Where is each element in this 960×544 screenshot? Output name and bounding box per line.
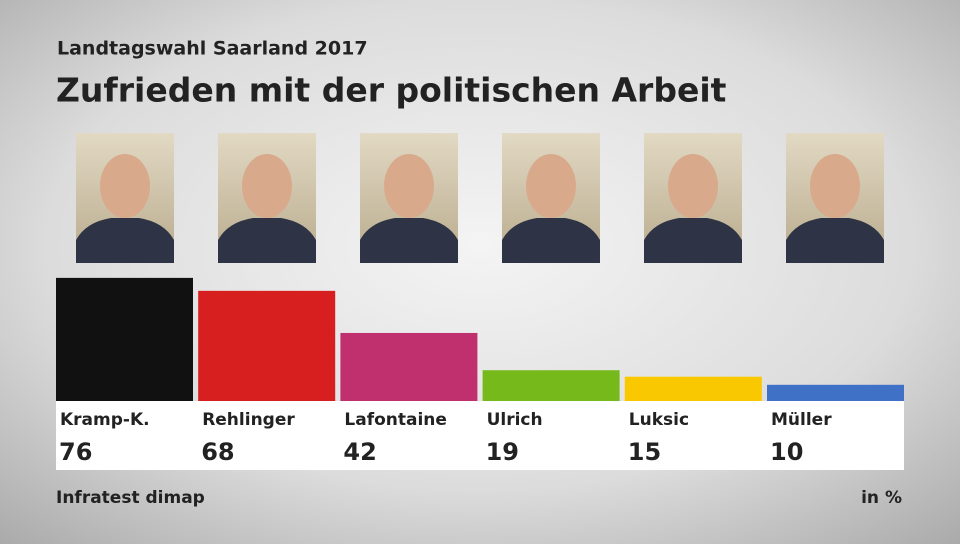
portrait-body [502,218,600,263]
portrait [502,133,600,263]
portrait-body [218,218,316,263]
bar [624,376,762,401]
category-label: Müller [771,410,832,430]
portrait-head [668,154,718,218]
value-label: 76 [59,438,92,466]
source: Infratest dimap [56,488,205,508]
bar [56,277,193,401]
value-label: 10 [770,438,803,466]
bar [482,370,620,401]
portrait-body [76,218,174,263]
category-label: Kramp-K. [60,410,150,430]
portrait [644,133,742,263]
portrait [76,133,174,263]
portrait-head [100,154,150,218]
portrait-body [360,218,458,263]
portrait-body [786,218,884,263]
value-label: 42 [343,438,376,466]
chart-title: Zufrieden mit der politischen Arbeit [56,71,727,110]
category-label: Lafontaine [344,410,447,430]
portrait-head [526,154,576,218]
category-label: Luksic [629,410,689,430]
portrait-head [242,154,292,218]
category-label: Rehlinger [202,410,295,430]
chart-subtitle: Landtagswahl Saarland 2017 [57,38,368,60]
label-panel [56,401,904,470]
portrait-body [644,218,742,263]
bar [340,332,478,401]
portrait [360,133,458,263]
portrait [786,133,884,263]
portraits [76,133,884,263]
portrait-head [384,154,434,218]
value-label: 15 [628,438,661,466]
value-label: 68 [201,438,234,466]
bar [198,290,336,401]
unit: in % [861,488,902,508]
value-label: 19 [486,438,519,466]
portrait-head [810,154,860,218]
portrait [218,133,316,263]
category-label: Ulrich [487,410,543,430]
bar [767,384,904,401]
